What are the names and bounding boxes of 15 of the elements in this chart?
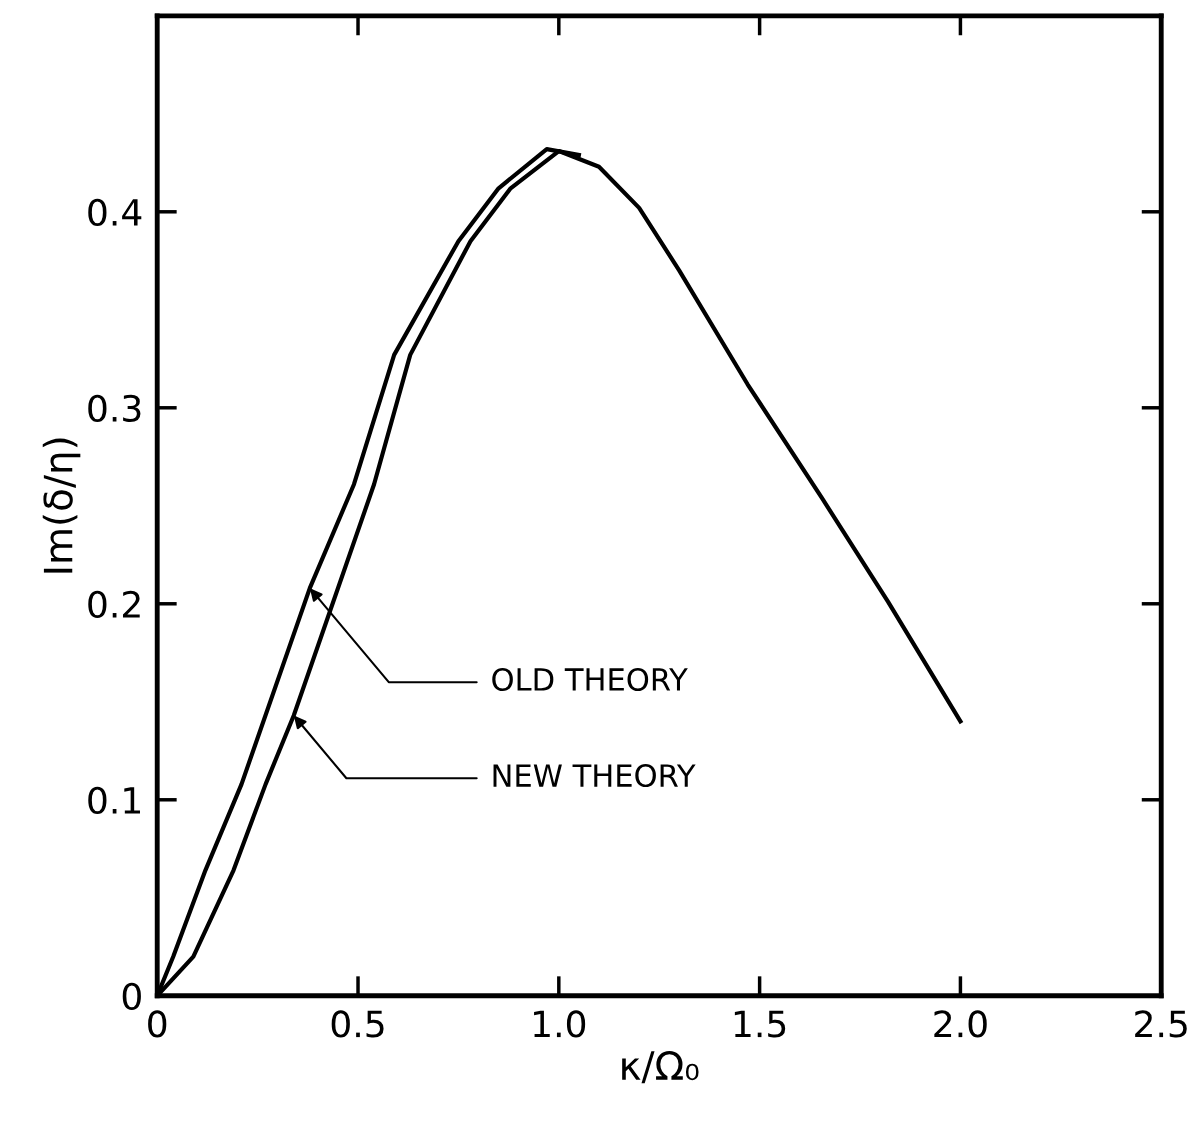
y-tick-label: 0.2 [88, 590, 140, 619]
y-tick-label: 0 [122, 982, 141, 1011]
x-tick-label: 2.0 [934, 1010, 987, 1038]
y-tick-label: 0.4 [88, 198, 142, 227]
y-axis-title: Im(δ/η) [42, 438, 81, 573]
x-tick-label: 0.5 [331, 1010, 384, 1038]
x-tick-label: 1.5 [734, 1010, 786, 1038]
y-tick-label: 0.1 [88, 786, 140, 815]
x-tick-label: 2.5 [1135, 1010, 1187, 1038]
x-axis-title: κ/Ω₀ [622, 1051, 699, 1084]
annotation: NEW THEORY [493, 763, 696, 788]
y-tick-label: 0.3 [88, 394, 141, 423]
annotation: OLD THEORY [492, 667, 688, 692]
x-tick-label: 1.0 [534, 1010, 586, 1038]
x-tick-label: 0 [148, 1010, 167, 1038]
